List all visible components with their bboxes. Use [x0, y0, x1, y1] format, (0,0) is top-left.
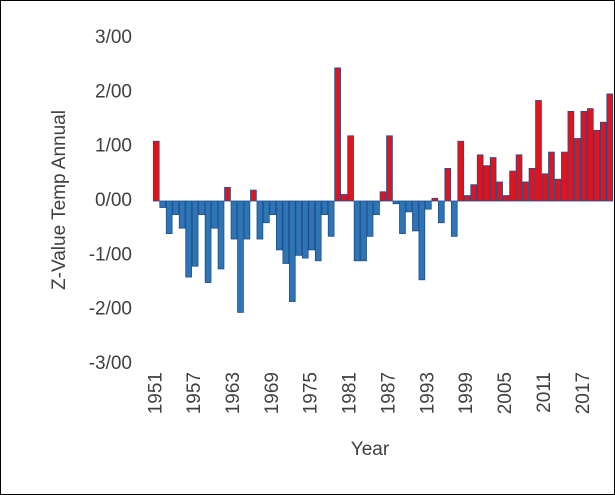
- bar: [412, 200, 419, 232]
- bar: [392, 200, 400, 205]
- bar: [587, 108, 594, 202]
- bar: [489, 157, 497, 202]
- bar: [399, 200, 406, 234]
- bar: [314, 200, 322, 262]
- bar: [152, 140, 160, 202]
- bar: [159, 200, 167, 208]
- bar: [321, 200, 329, 215]
- bar: [360, 200, 367, 262]
- x-tick-label: 2017: [573, 372, 594, 414]
- y-tick-label: 1/00: [95, 136, 132, 157]
- x-tick-label: 1951: [145, 372, 166, 414]
- bar: [418, 200, 426, 281]
- bar: [237, 200, 244, 313]
- bar: [561, 151, 568, 202]
- bar: [548, 151, 555, 202]
- bar: [172, 200, 179, 215]
- x-tick-label: 1999: [456, 372, 477, 414]
- bar: [606, 93, 614, 202]
- bar: [243, 200, 251, 240]
- x-tick-label: 1981: [340, 372, 361, 414]
- bar: [366, 200, 374, 237]
- bar: [386, 135, 393, 202]
- bar: [185, 200, 192, 278]
- bar: [574, 138, 581, 202]
- bar: [379, 191, 387, 202]
- bar: [327, 200, 335, 237]
- bar: [437, 200, 445, 224]
- x-tick-label: 1957: [184, 372, 205, 414]
- bar: [554, 178, 562, 202]
- bar: [405, 200, 413, 213]
- x-tick-label: 1987: [378, 372, 399, 414]
- bar: [535, 100, 542, 202]
- x-tick-label: 2005: [495, 372, 516, 414]
- bar: [509, 170, 516, 202]
- bar: [502, 195, 510, 202]
- bar: [470, 184, 478, 202]
- bar: [567, 110, 575, 202]
- bar: [431, 197, 439, 202]
- bar: [230, 200, 238, 240]
- bar: [528, 167, 536, 202]
- bar: [450, 200, 458, 237]
- bar: [288, 200, 296, 302]
- bar: [256, 200, 264, 240]
- bar: [463, 195, 471, 202]
- bar: [373, 200, 380, 215]
- bar: [301, 200, 309, 259]
- y-tick-label: 3/00: [95, 27, 132, 48]
- bar: [308, 200, 316, 251]
- x-tick-label: 2011: [534, 372, 555, 413]
- x-axis-title: Year: [351, 439, 390, 460]
- bar: [334, 67, 341, 202]
- bar: [204, 200, 212, 283]
- bar: [340, 194, 348, 202]
- bar: [224, 187, 231, 202]
- bar: [165, 200, 173, 234]
- bar: [476, 154, 484, 202]
- y-tick-label: 0/00: [95, 190, 132, 211]
- bar: [250, 189, 257, 202]
- bar: [217, 200, 225, 270]
- x-tick-label: 1963: [223, 372, 244, 414]
- bar: [353, 200, 361, 262]
- bar: [444, 167, 452, 202]
- y-tick-label: 2/00: [95, 81, 132, 102]
- x-tick-label: 1969: [262, 372, 283, 414]
- bar: [198, 200, 205, 215]
- bar: [580, 110, 588, 202]
- bar: [269, 200, 277, 215]
- bar: [295, 200, 303, 256]
- x-tick-label: 1975: [301, 372, 322, 414]
- bar: [178, 200, 186, 229]
- y-tick-label: -1/00: [89, 244, 132, 265]
- bar: [263, 200, 270, 224]
- bar: [425, 200, 432, 210]
- bar: [276, 200, 283, 251]
- bar: [593, 129, 601, 202]
- x-tick-label: 1993: [417, 372, 438, 414]
- y-axis-title: Z-Value Temp Annual: [49, 110, 70, 290]
- bar: [599, 121, 607, 202]
- bar: [211, 200, 218, 229]
- bar: [496, 181, 503, 202]
- y-tick-label: -2/00: [89, 299, 132, 320]
- y-tick-label: -3/00: [89, 353, 132, 374]
- bar: [457, 140, 465, 202]
- bar: [515, 154, 523, 202]
- bar: [541, 173, 549, 202]
- bar: [282, 200, 290, 264]
- bar: [483, 165, 490, 202]
- bar: [347, 135, 354, 202]
- bar: [522, 181, 529, 202]
- bar: [191, 200, 199, 267]
